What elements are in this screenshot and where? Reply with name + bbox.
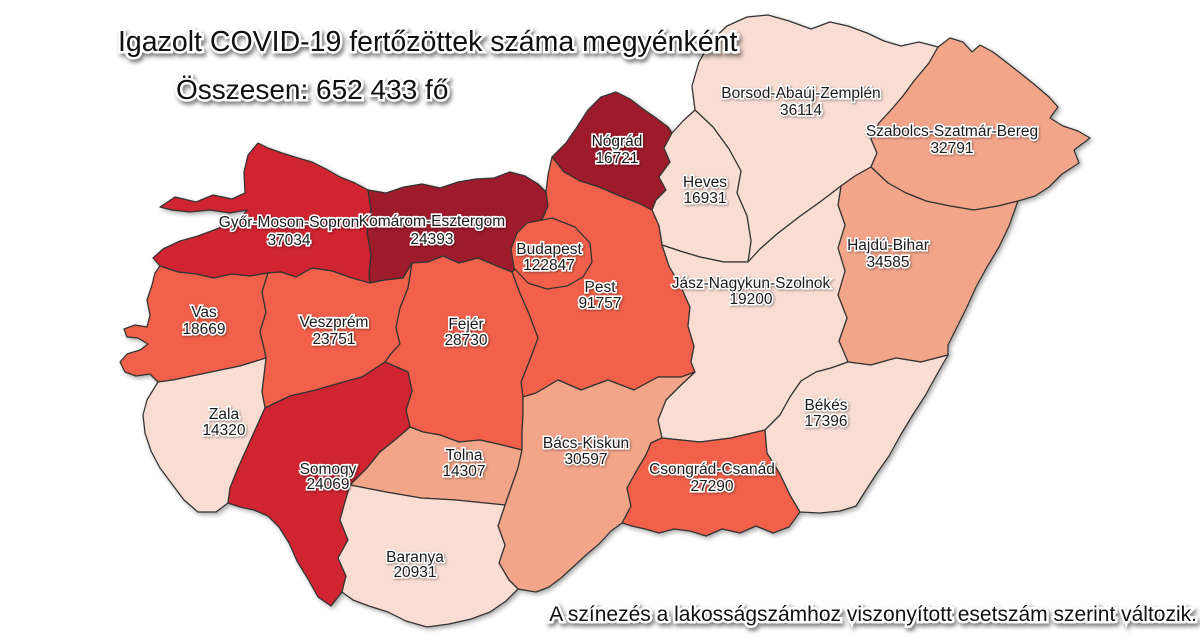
county-name-somogy: Somogy xyxy=(300,461,357,478)
county-region-gyms[interactable] xyxy=(152,142,372,284)
county-value-gyms: 37034 xyxy=(267,232,310,249)
county-value-zala: 14320 xyxy=(202,422,245,439)
county-name-jnsz: Jász-Nagykun-Szolnok xyxy=(672,275,831,292)
county-name-hajdu: Hajdú-Bihar xyxy=(847,237,929,254)
county-region-bekes[interactable] xyxy=(764,354,949,514)
county-region-vas[interactable] xyxy=(119,265,269,383)
county-value-jnsz: 19200 xyxy=(729,291,772,308)
county-value-veszprem: 23751 xyxy=(312,331,355,348)
county-value-vas: 18669 xyxy=(182,321,225,338)
county-name-veszprem: Veszprém xyxy=(300,314,369,331)
county-value-nograd: 16721 xyxy=(595,150,638,167)
county-layer xyxy=(119,14,1091,628)
county-value-borsod: 36114 xyxy=(780,102,822,119)
county-region-budapest[interactable] xyxy=(510,217,593,290)
county-value-csongrad: 27290 xyxy=(690,478,733,495)
county-name-fejer: Fejér xyxy=(448,316,483,333)
county-value-szabolcs: 32791 xyxy=(930,140,973,157)
county-name-zala: Zala xyxy=(209,406,240,423)
county-value-pest: 91757 xyxy=(578,295,621,312)
county-value-somogy: 24069 xyxy=(306,476,349,493)
map-total: Összesen: 652 433 fő xyxy=(176,74,448,105)
county-value-baranya: 20931 xyxy=(393,564,436,581)
map-title: Igazolt COVID-19 fertőzöttek száma megyé… xyxy=(118,26,737,58)
county-label-layer: Győr-Moson-Sopron37034Komárom-Esztergom2… xyxy=(181,83,1040,582)
county-name-bacs: Bács-Kiskun xyxy=(543,435,629,452)
county-name-nograd: Nógrád xyxy=(592,133,643,150)
county-value-bacs: 30597 xyxy=(564,451,607,468)
county-value-tolna: 14307 xyxy=(442,463,485,480)
county-region-szabolcs[interactable] xyxy=(870,37,1091,211)
county-value-heves: 16931 xyxy=(683,190,726,207)
county-name-tolna: Tolna xyxy=(445,447,482,464)
county-name-gyms: Győr-Moson-Sopron xyxy=(219,214,359,231)
county-value-bekes: 17396 xyxy=(804,413,847,430)
county-name-budapest: Budapest xyxy=(516,241,582,258)
county-name-heves: Heves xyxy=(683,174,727,191)
county-value-hajdu: 34585 xyxy=(866,254,909,271)
county-name-szabolcs: Szabolcs-Szatmár-Bereg xyxy=(866,123,1038,140)
county-name-csongrad: Csongrád-Csanád xyxy=(649,461,775,478)
county-value-fejer: 28730 xyxy=(444,332,487,349)
county-region-baranya[interactable] xyxy=(337,484,519,628)
county-name-borsod: Borsod-Abaúj-Zemplén xyxy=(721,85,880,102)
county-value-budapest: 122847 xyxy=(523,257,575,274)
county-value-ke: 24393 xyxy=(410,231,453,248)
county-name-vas: Vas xyxy=(191,304,217,321)
county-name-bekes: Békés xyxy=(804,397,847,414)
county-name-pest: Pest xyxy=(584,279,616,296)
county-name-baranya: Baranya xyxy=(386,549,444,566)
county-name-ke: Komárom-Esztergom xyxy=(359,213,505,230)
map-footnote: A színezés a lakosságszámhoz viszonyítot… xyxy=(549,603,1197,626)
